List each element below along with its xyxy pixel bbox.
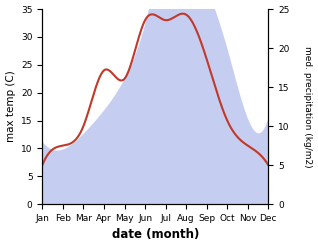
X-axis label: date (month): date (month) bbox=[112, 228, 199, 242]
Y-axis label: med. precipitation (kg/m2): med. precipitation (kg/m2) bbox=[303, 46, 313, 167]
Y-axis label: max temp (C): max temp (C) bbox=[5, 71, 16, 143]
